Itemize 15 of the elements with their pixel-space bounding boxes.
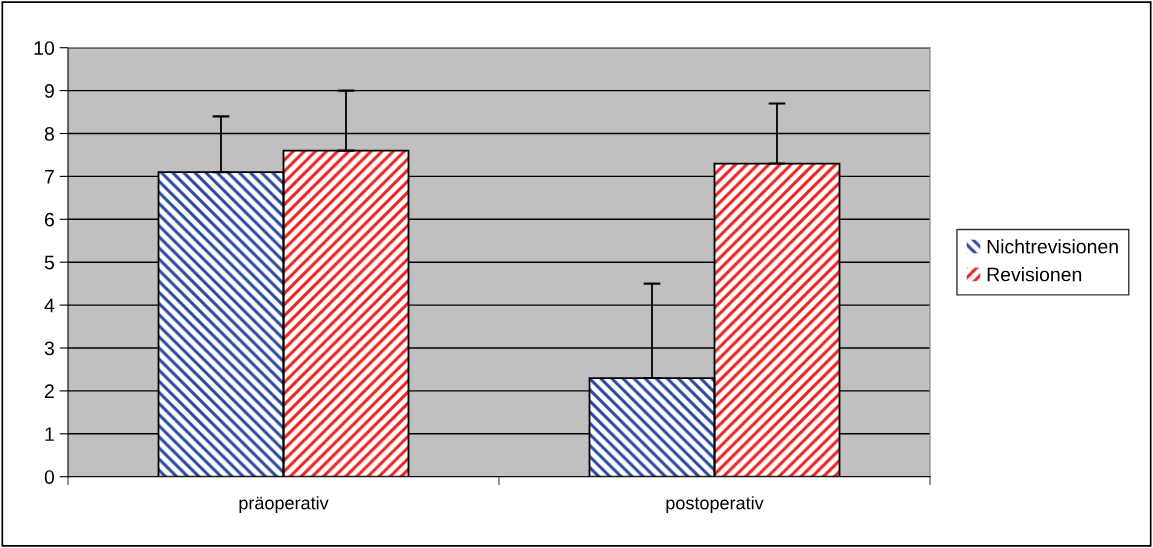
legend-label: Nichtrevisionen	[987, 239, 1118, 254]
legend-label: Revisionen	[987, 267, 1082, 282]
y-tick-label: 7	[44, 170, 54, 184]
x-tick-label: postoperativ	[666, 496, 764, 513]
y-tick-label: 10	[34, 41, 55, 55]
y-tick-label: 2	[44, 384, 54, 398]
y-tick-label: 9	[44, 84, 54, 98]
y-tick-label: 1	[45, 427, 54, 441]
y-tick-label: 8	[44, 126, 54, 141]
x-tick-label: präoperativ	[239, 496, 329, 513]
y-tick-label: 5	[44, 255, 54, 270]
y-tick-label: 3	[44, 341, 54, 356]
y-tick-label: 0	[44, 470, 55, 484]
y-tick-label: 6	[44, 212, 54, 227]
y-tick-label: 4	[44, 298, 55, 313]
